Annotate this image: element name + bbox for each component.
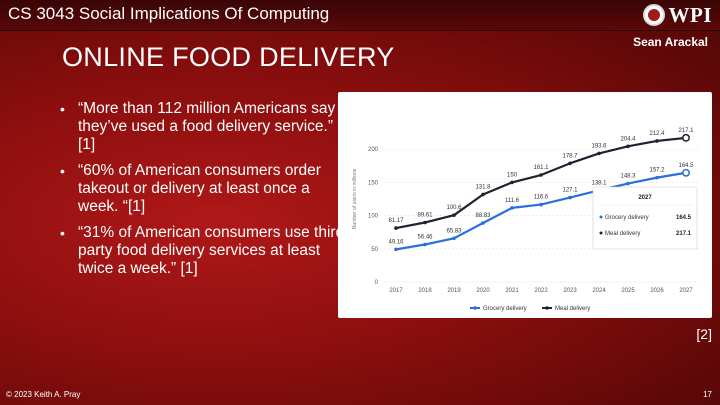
y-tick-label: 100 — [368, 214, 379, 220]
wpi-logo: WPI — [642, 2, 713, 28]
page-number: 17 — [703, 390, 712, 399]
tooltip-marker — [599, 215, 603, 219]
data-point — [597, 151, 601, 156]
y-tick-label: 150 — [368, 180, 379, 186]
course-title: CS 3043 Social Implications Of Computing — [8, 4, 330, 23]
data-point — [655, 139, 659, 143]
data-label: 49.16 — [388, 239, 404, 245]
data-point — [423, 242, 427, 247]
data-label: 157.2 — [649, 168, 665, 174]
data-point — [452, 236, 456, 241]
data-label: 131.8 — [475, 184, 491, 190]
legend-marker — [545, 306, 549, 310]
copyright: © 2023 Keith A. Pray — [6, 390, 81, 399]
bullet-icon: • — [60, 163, 65, 179]
y-tick-label: 50 — [371, 247, 378, 253]
data-label: 148.3 — [620, 174, 636, 180]
data-point — [394, 247, 398, 252]
legend-label: Meal delivery — [555, 306, 590, 312]
presenter-name: Sean Arackal — [633, 35, 708, 49]
x-tick-label: 2021 — [505, 288, 519, 294]
tooltip-series-value: 217.1 — [676, 231, 692, 237]
line-chart: 0 50 100 150 200 Number of users in millions 2… — [352, 128, 698, 312]
data-label: 56.46 — [417, 235, 433, 241]
data-point — [682, 168, 690, 177]
data-label: 217.1 — [678, 128, 694, 134]
data-point — [423, 220, 427, 225]
x-tick-label: 2019 — [447, 288, 461, 294]
tooltip-title: 2027 — [638, 195, 652, 201]
data-label: 89.61 — [417, 212, 433, 218]
data-point — [682, 133, 690, 142]
data-point — [394, 226, 398, 230]
data-point — [568, 161, 572, 166]
data-point — [481, 192, 485, 197]
data-point — [481, 221, 485, 225]
x-tick-label: 2022 — [534, 288, 548, 294]
data-point — [452, 213, 456, 218]
bullet-text: “31% of American consumers use third-par… — [78, 224, 350, 277]
data-label: 138.1 — [591, 180, 607, 186]
data-label: 204.4 — [620, 136, 636, 142]
bullet-text: “More than 112 million Americans say the… — [78, 100, 336, 153]
header-bar: CS 3043 Social Implications Of Computing… — [0, 0, 720, 31]
slide-title: ONLINE FOOD DELIVERY — [62, 42, 395, 72]
tooltip-series-name: Meal delivery — [605, 231, 640, 237]
x-tick-label: 2025 — [621, 288, 635, 294]
bullet-list: • “More than 112 million Americans say th… — [60, 100, 350, 286]
y-tick-label: 200 — [368, 147, 379, 153]
data-point — [510, 180, 514, 185]
data-label: 193.6 — [591, 143, 607, 149]
data-point — [539, 173, 543, 177]
data-point — [568, 195, 572, 200]
chart-card: 0 50 100 150 200 Number of users in millions 2… — [338, 92, 712, 318]
bullet-icon: • — [60, 225, 65, 241]
data-point — [626, 181, 630, 186]
x-tick-label: 2026 — [650, 288, 664, 294]
tooltip-marker — [599, 231, 603, 235]
wpi-seal-icon — [642, 4, 665, 26]
data-point — [626, 144, 630, 149]
data-label: 81.17 — [388, 218, 404, 224]
bullet-item: • “60% of American consumers order takeou… — [60, 162, 350, 216]
data-label: 178.7 — [562, 153, 578, 159]
data-label: 88.83 — [475, 213, 491, 219]
data-label: 150 — [507, 172, 518, 178]
data-label: 164.5 — [678, 163, 694, 169]
data-point — [510, 206, 514, 210]
data-point — [539, 202, 543, 207]
bullet-item: • “31% of American consumers use third-pa… — [60, 224, 350, 278]
x-tick-label: 2023 — [563, 288, 577, 294]
data-label: 212.4 — [649, 131, 665, 137]
bullet-text: “60% of American consumers order takeout… — [78, 162, 321, 215]
x-tick-label: 2024 — [592, 288, 606, 294]
bullet-icon: • — [60, 101, 65, 117]
data-label: 161.1 — [533, 165, 549, 171]
y-tick-label: 0 — [375, 280, 379, 286]
data-label: 111.6 — [505, 198, 520, 204]
data-label: 100.6 — [446, 205, 462, 211]
x-tick-label: 2020 — [476, 288, 490, 294]
x-tick-label: 2018 — [418, 288, 432, 294]
data-point — [655, 175, 659, 180]
legend-label: Grocery delivery — [483, 306, 527, 312]
x-tick-label: 2017 — [389, 288, 403, 294]
legend-marker — [473, 306, 477, 310]
bullet-item: • “More than 112 million Americans say th… — [60, 100, 350, 154]
data-label: 116.6 — [534, 195, 549, 201]
tooltip-series-value: 164.5 — [676, 215, 692, 221]
wpi-logo-text: WPI — [668, 2, 712, 27]
y-axis-label: Number of users in millions — [352, 168, 358, 229]
figure-reference: [2] — [696, 326, 712, 342]
tooltip-box — [592, 186, 698, 250]
data-label: 65.83 — [446, 228, 462, 234]
tooltip-series-name: Grocery delivery — [605, 215, 649, 221]
x-tick-label: 2027 — [679, 288, 693, 294]
data-label: 127.1 — [562, 188, 578, 194]
